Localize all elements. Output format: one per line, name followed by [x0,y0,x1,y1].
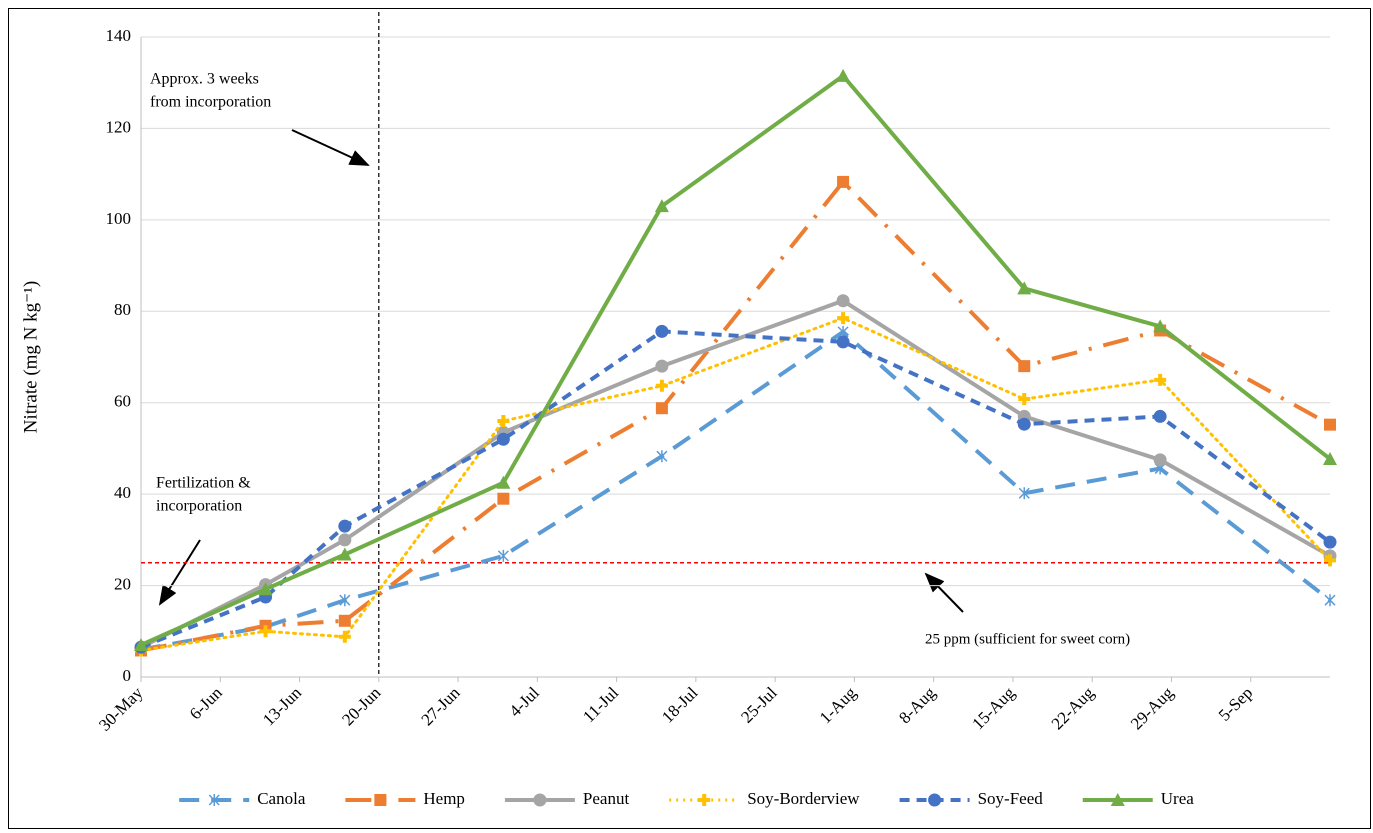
point [1324,418,1336,431]
point [654,199,669,213]
annotation: 25 ppm (sufficient for sweet corn) [925,631,1130,647]
series-line [140,298,1331,650]
legend-label: Hemp [423,789,465,808]
point [337,547,352,561]
point [1153,409,1167,423]
point [1017,417,1031,431]
point [655,402,668,415]
point [837,312,850,325]
x-tick-label: 4-Jul [505,683,543,721]
x-tick-label: 15-Aug [968,683,1019,734]
chart-frame [8,8,1371,829]
legend-label: Soy-Feed [978,789,1044,808]
point [496,475,511,489]
y-tick-label: 120 [106,117,132,136]
point [338,614,351,627]
x-tick-label: 5-Sep [1215,683,1256,724]
point [1018,393,1031,406]
point [836,68,851,82]
legend-marker [928,793,942,807]
series-line [139,316,1332,652]
annotation-arrow [924,572,964,613]
annotation: incorporation [156,498,242,515]
point [655,379,668,392]
y-tick-label: 40 [114,483,131,502]
legend-item: Hemp [345,789,465,808]
point [497,415,510,427]
legend-marker [698,794,711,806]
legend-marker [374,794,387,806]
point [1018,360,1031,373]
y-tick-label: 140 [106,26,132,45]
x-tick-label: 6-Jun [186,683,227,724]
x-tick-label: 8-Aug [895,683,940,728]
x-tick-label: 30-May [95,683,147,735]
annotation-arrow [158,539,201,606]
legend-item: Canola [179,789,306,808]
x-tick-label: 29-Aug [1127,683,1178,734]
point [1153,319,1168,333]
point [836,335,850,349]
point [656,450,668,463]
point [1323,535,1337,549]
point [655,324,669,338]
point [258,582,273,596]
point [655,359,669,373]
legend-item: Soy-Borderview [669,789,860,808]
point [1324,554,1336,567]
x-tick-label: 20-Jun [338,683,385,730]
y-tick-label: 80 [114,300,131,319]
legend-item: Soy-Feed [899,789,1044,808]
legend: Canola Hemp Peanut Soy-Borderview Soy-Feed Ur… [179,789,1194,808]
annotation: from incorporation [150,94,271,111]
x-tick-label: 18-Jul [658,683,702,727]
y-axis-label: Nitrate (mg N kg⁻¹) [20,281,41,433]
point [497,492,510,505]
series-line [140,329,1332,650]
series-line [140,329,1332,652]
y-tick-label: 0 [123,666,132,685]
legend-label: Urea [1161,789,1194,808]
annotation-arrow [291,129,370,166]
point [339,594,351,607]
y-tick-label: 100 [106,209,132,228]
y-tick-label: 60 [114,392,131,411]
legend-label: Peanut [583,789,630,808]
legend-marker [208,794,220,806]
annotation: Fertilization & [156,475,251,492]
x-tick-label: 22-Aug [1048,683,1099,734]
point [338,519,352,533]
point [1154,373,1167,386]
x-tick-label: 27-Jun [417,683,464,730]
x-tick-label: 11-Jul [579,683,622,726]
x-tick-label: 1-Aug [816,683,861,728]
point [837,175,850,188]
legend-label: Canola [257,789,306,808]
point [1018,487,1030,500]
legend-label: Soy-Borderview [747,789,860,808]
point [497,549,509,562]
y-tick-label: 20 [114,574,131,593]
point [1324,594,1336,607]
legend-marker [1110,793,1125,806]
x-tick-label: 13-Jun [259,683,306,730]
series-line [140,73,1332,647]
point [836,294,850,308]
legend-marker [533,793,547,807]
series-line [140,178,1331,653]
point [338,533,352,547]
legend-item: Urea [1082,789,1194,808]
point [134,638,148,651]
point [259,625,272,638]
point [338,630,351,643]
point [1323,451,1337,465]
annotation: Approx. 3 weeks [150,71,259,88]
point [1017,281,1032,295]
legend-item: Peanut [504,789,630,808]
point [496,432,510,446]
x-tick-label: 25-Jul [737,683,781,727]
point [1153,453,1167,467]
